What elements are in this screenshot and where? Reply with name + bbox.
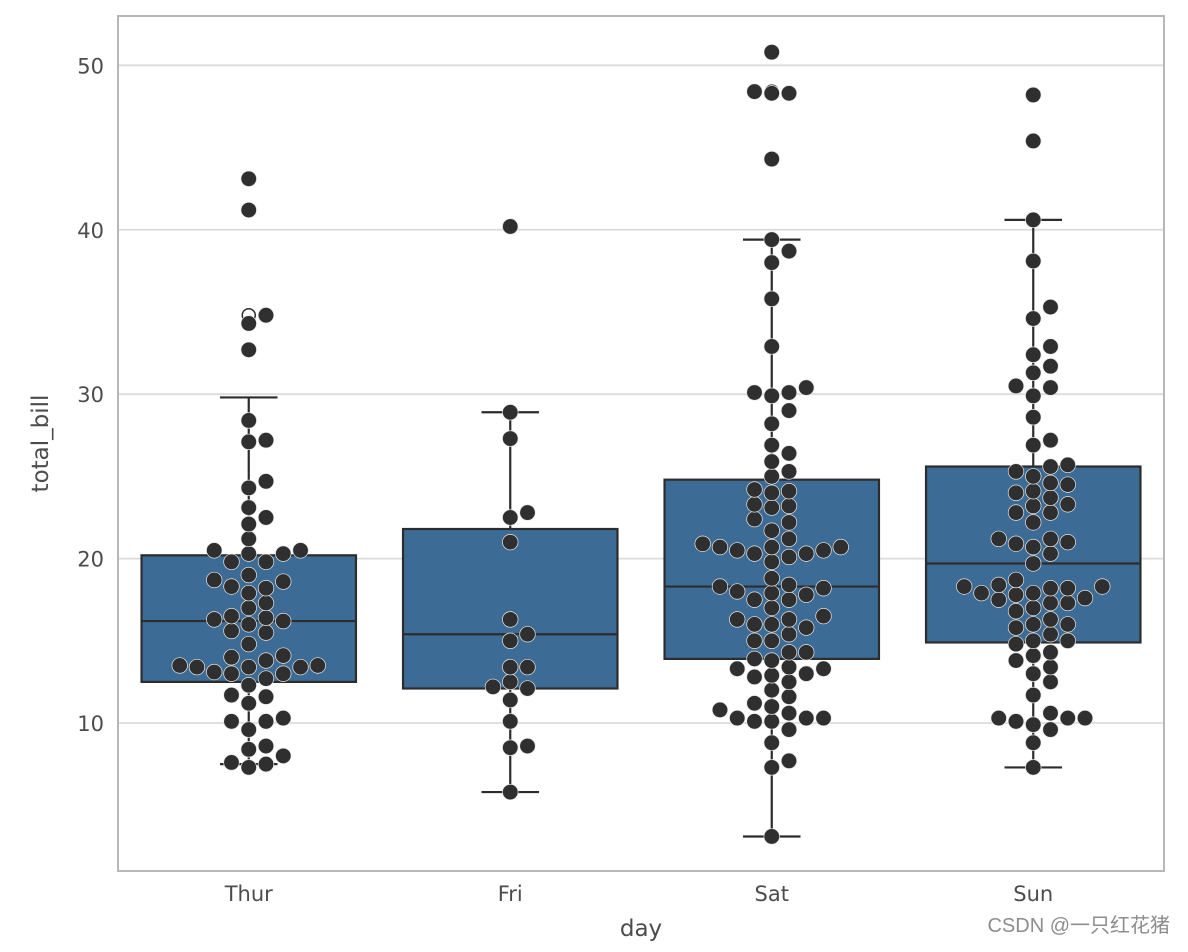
boxplot-chart: 10 20 30 40 50 total_bill Thur Fri Sat Sun day CSD… [0, 0, 1188, 952]
svg-text:Thur: Thur [224, 882, 273, 906]
chart-svg: 10 20 30 40 50 total_bill Thur Fri Sat Sun day [0, 0, 1188, 952]
svg-text:Sat: Sat [755, 882, 789, 906]
svg-text:40: 40 [77, 219, 104, 243]
watermark-text: CSDN @一只红花猪 [987, 909, 1170, 938]
svg-text:day: day [620, 916, 662, 942]
svg-text:30: 30 [77, 383, 104, 407]
svg-text:Sun: Sun [1013, 882, 1053, 906]
svg-text:50: 50 [77, 54, 104, 78]
svg-text:10: 10 [77, 712, 104, 736]
svg-text:Fri: Fri [498, 882, 523, 906]
svg-text:total_bill: total_bill [28, 395, 54, 493]
svg-text:20: 20 [77, 548, 104, 572]
